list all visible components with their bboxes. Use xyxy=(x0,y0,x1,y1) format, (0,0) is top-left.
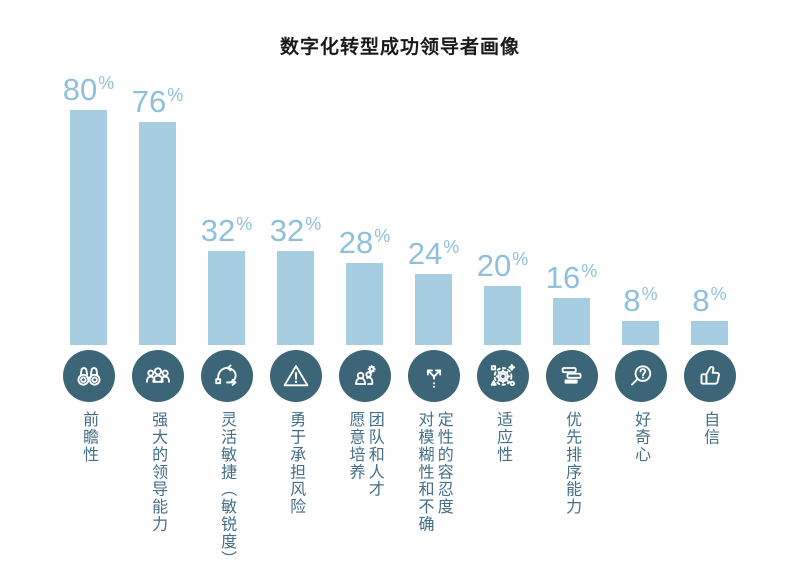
chart-column-7: 20% 适应性 xyxy=(468,68,537,568)
percent-sign: % xyxy=(581,261,598,281)
bar-area: 28% xyxy=(339,68,391,345)
percent-sign: % xyxy=(236,214,253,234)
bar-value-label: 28% xyxy=(339,227,391,258)
bar xyxy=(139,122,176,345)
bar xyxy=(415,274,452,345)
icon-circle xyxy=(200,350,253,402)
team-gear-icon xyxy=(354,365,376,385)
gear-shapes-icon xyxy=(490,364,515,387)
icon-circle xyxy=(614,350,667,402)
percent-sign: % xyxy=(167,85,184,105)
bar-value-label: 20% xyxy=(477,250,529,281)
chart-column-9: 8% 好奇心 xyxy=(606,68,675,568)
binoculars-icon xyxy=(77,367,100,386)
bar-value-number: 32 xyxy=(200,213,236,248)
icon-circle xyxy=(338,350,391,402)
bar-value-label: 8% xyxy=(692,285,726,316)
icon-circle xyxy=(476,350,529,402)
icon-circle xyxy=(62,350,115,402)
bar-value-label: 76% xyxy=(132,86,184,117)
bar xyxy=(553,298,590,345)
bar-value-number: 16 xyxy=(545,260,581,295)
fork-arrows-icon xyxy=(426,369,441,388)
bar xyxy=(622,321,659,345)
bar xyxy=(208,251,245,345)
bar-value-label: 32% xyxy=(201,215,253,246)
warning-triangle-icon xyxy=(283,365,308,387)
icon-circle xyxy=(131,350,184,402)
chart-column-4: 32% 勇于承担风险 xyxy=(261,68,330,568)
icon-circle xyxy=(683,350,736,402)
chart-column-5: 28% 愿意培养 团队和人才 xyxy=(330,68,399,568)
bar-area: 20% xyxy=(477,68,529,345)
bar-value-number: 20 xyxy=(476,248,512,283)
bar-area: 16% xyxy=(546,68,598,345)
bar xyxy=(484,286,521,345)
category-label: 前瞻性 xyxy=(80,411,98,464)
bar-area: 8% xyxy=(622,68,659,345)
bar-area: 32% xyxy=(270,68,322,345)
bar-value-number: 76 xyxy=(131,84,167,119)
chart-column-3: 32% 灵活敏捷（敏锐度） xyxy=(192,68,261,568)
bar xyxy=(277,251,314,345)
bar-value-number: 8 xyxy=(692,283,710,318)
chart-column-10: 8% 自信 xyxy=(675,68,744,568)
bar-value-label: 24% xyxy=(408,238,460,269)
percent-sign: % xyxy=(443,237,460,257)
category-label: 灵活敏捷（敏锐度） xyxy=(218,411,236,568)
bar-value-label: 8% xyxy=(623,285,657,316)
bar-value-label: 80% xyxy=(63,74,115,105)
bar-area: 80% xyxy=(63,68,115,345)
icon-circle xyxy=(545,350,598,402)
bar xyxy=(70,110,107,345)
bar-value-number: 8 xyxy=(623,283,641,318)
chart-title: 数字化转型成功领导者画像 xyxy=(279,37,520,58)
bar-value-label: 32% xyxy=(270,215,322,246)
category-label: 适应性 xyxy=(494,411,512,464)
bar-area: 8% xyxy=(691,68,728,345)
percent-sign: % xyxy=(641,284,658,304)
bar-value-number: 80 xyxy=(62,72,98,107)
thumbs-up-icon xyxy=(700,365,720,385)
percent-sign: % xyxy=(710,284,727,304)
agile-loop-icon xyxy=(214,364,237,386)
category-label: 自信 xyxy=(701,411,719,446)
percent-sign: % xyxy=(374,226,391,246)
chart-column-1: 80% 前瞻性 xyxy=(54,68,123,568)
bar xyxy=(346,263,383,345)
bar xyxy=(691,321,728,345)
category-label: 愿意培养 团队和人才 xyxy=(346,411,383,498)
magnifier-question-icon xyxy=(630,365,651,386)
bar-chart: 80% 前瞻性 76% xyxy=(54,68,744,568)
priority-list-icon xyxy=(561,367,581,384)
chart-column-8: 16% 优先排序能力 xyxy=(537,68,606,568)
bar-value-label: 16% xyxy=(546,262,598,293)
bar-value-number: 28 xyxy=(338,225,374,260)
chart-column-6: 24% 对模糊性和不确 定性的容忍度 xyxy=(399,68,468,568)
percent-sign: % xyxy=(305,214,322,234)
icon-circle xyxy=(407,350,460,402)
percent-sign: % xyxy=(512,249,529,269)
chart-column-2: 76% 强大的领导能力 xyxy=(123,68,192,568)
bar-area: 32% xyxy=(201,68,253,345)
bar-area: 24% xyxy=(408,68,460,345)
bar-value-number: 32 xyxy=(269,213,305,248)
percent-sign: % xyxy=(98,73,115,93)
category-label: 好奇心 xyxy=(632,411,650,464)
bar-value-number: 24 xyxy=(407,236,443,271)
category-label: 对模糊性和不确 定性的容忍度 xyxy=(415,411,452,533)
category-label: 强大的领导能力 xyxy=(149,411,167,533)
people-group-icon xyxy=(145,367,170,383)
bar-area: 76% xyxy=(132,68,184,345)
icon-circle xyxy=(269,350,322,402)
category-label: 勇于承担风险 xyxy=(287,411,305,516)
category-label: 优先排序能力 xyxy=(563,411,581,516)
